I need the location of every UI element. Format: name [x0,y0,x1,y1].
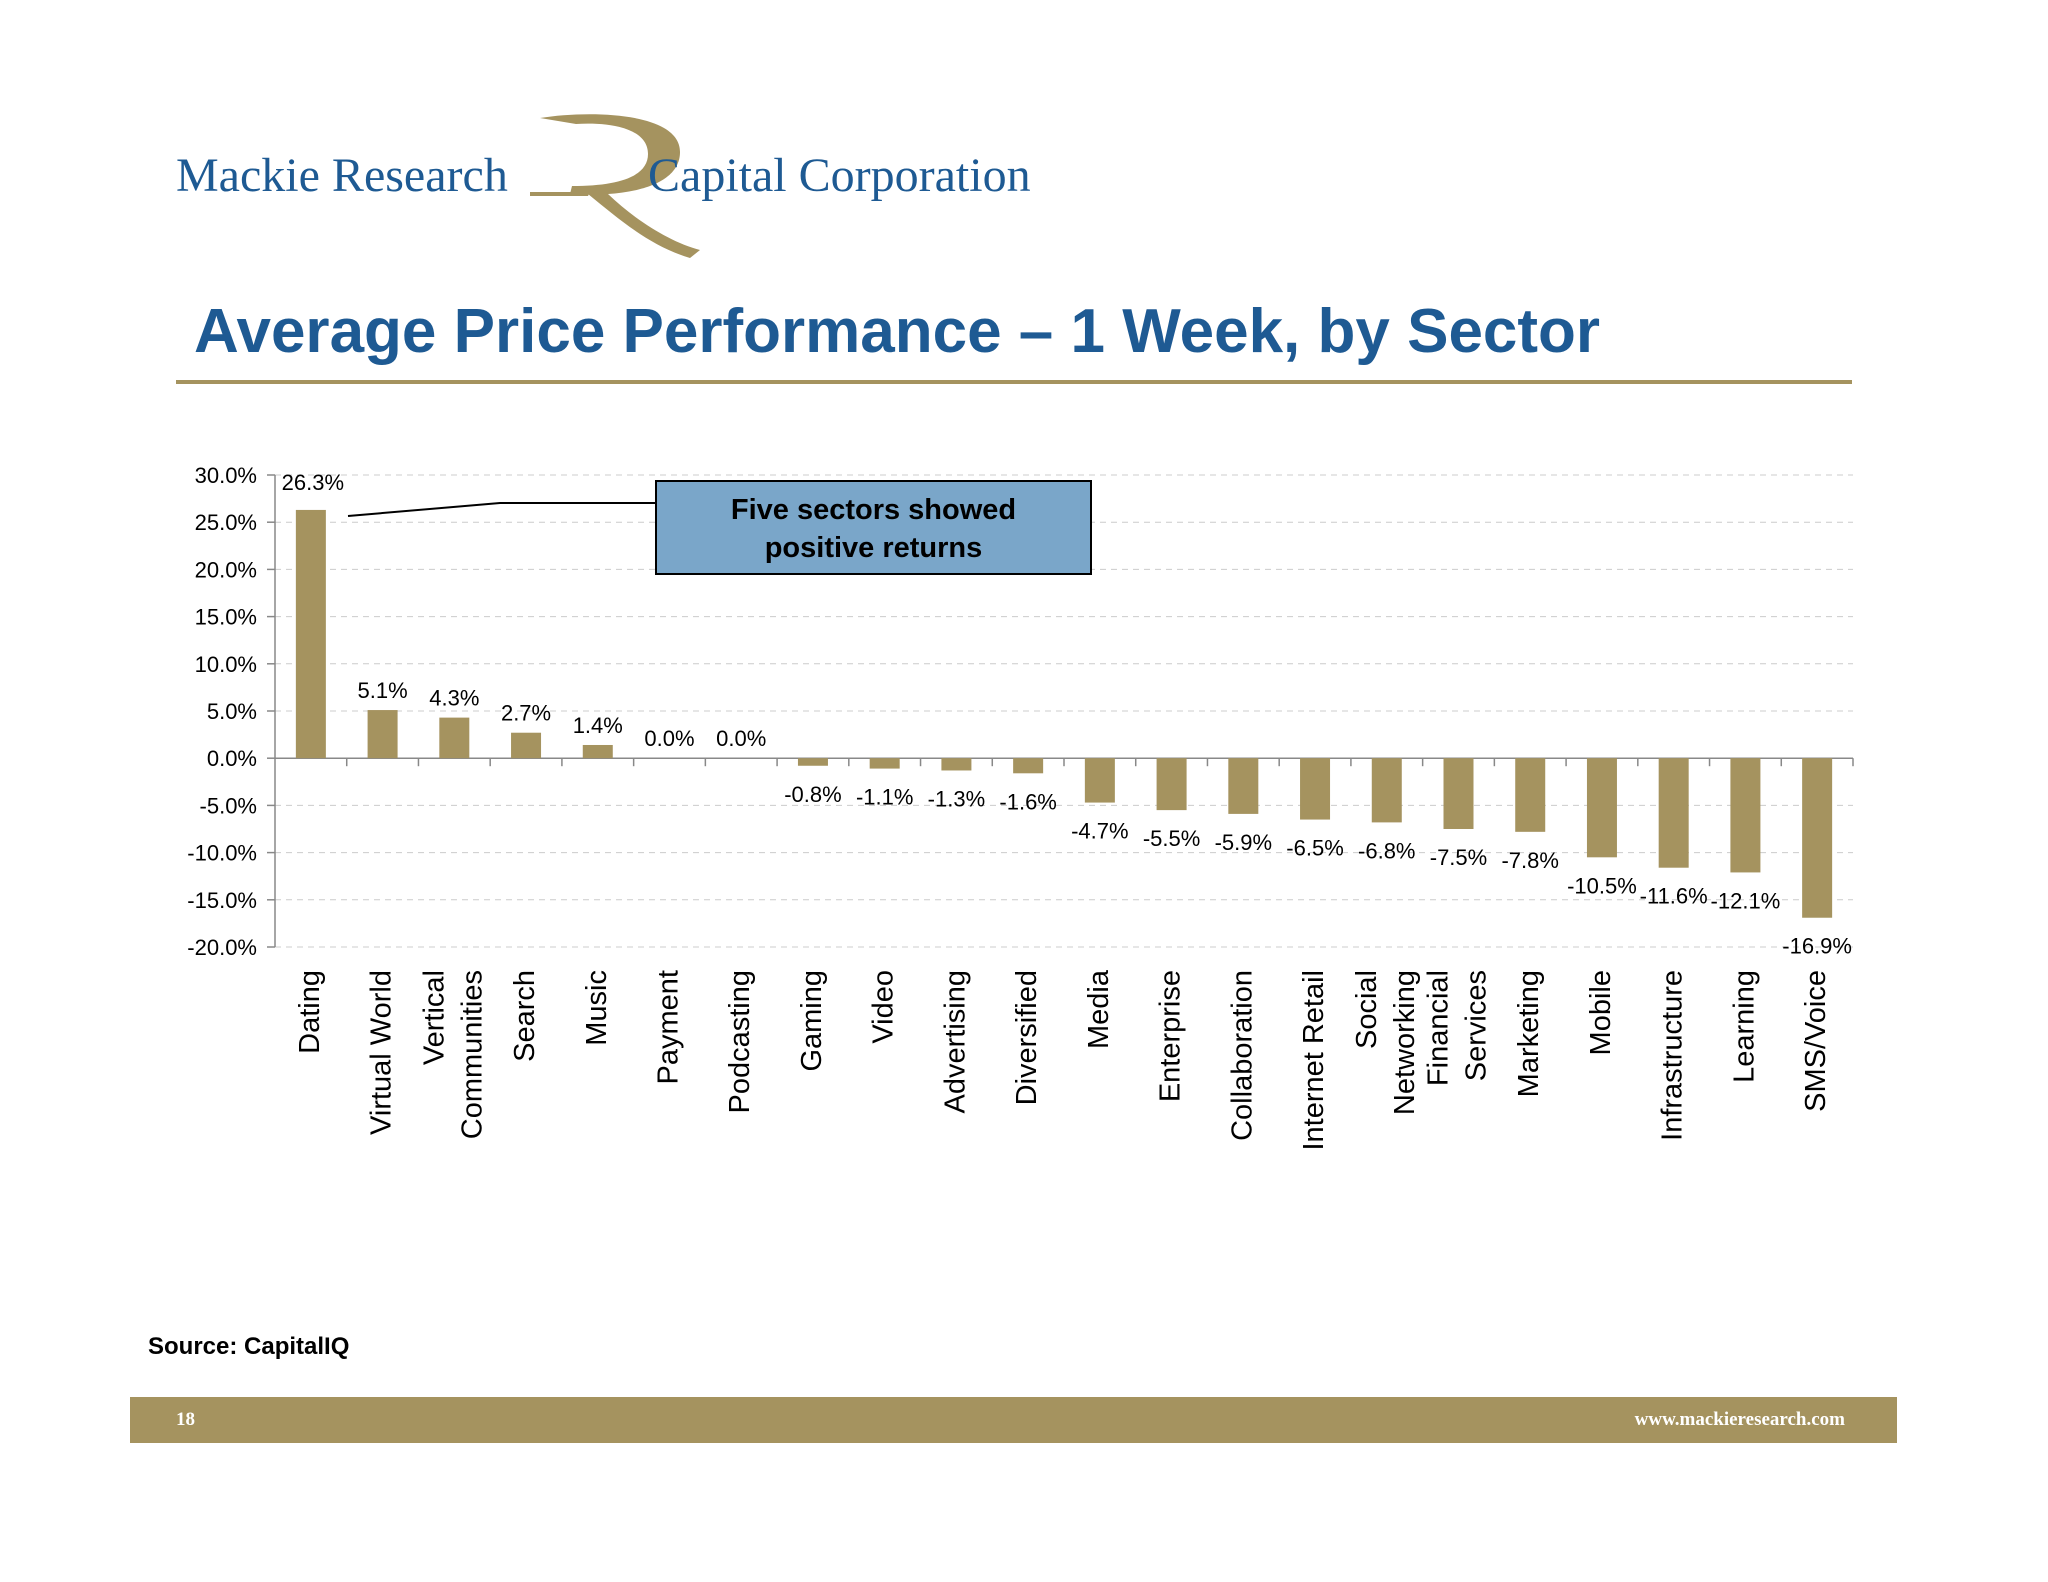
y-tick-label: 5.0% [207,699,257,724]
category-label: Services [1461,970,1493,1081]
data-label: -6.5% [1286,836,1343,861]
category-label: SMS/Voice [1800,970,1832,1112]
y-tick-label: -5.0% [200,793,257,818]
category-label: Advertising [939,970,971,1113]
bar [1084,758,1115,803]
logo-text-right: Capital Corporation [648,149,1031,202]
bar [797,758,828,766]
data-label: -7.5% [1430,845,1487,870]
y-tick-label: 30.0% [195,463,257,488]
bar [439,717,470,759]
bar [1730,758,1761,873]
data-label: -11.6% [1640,884,1708,909]
bar [511,732,542,759]
data-label: 5.1% [358,678,408,703]
category-label: Infrastructure [1657,970,1689,1141]
data-label: -1.3% [928,786,985,811]
bar [1300,758,1331,820]
category-label: Internet Retail [1298,970,1330,1151]
page-title: Average Price Performance – 1 Week, by S… [194,297,1601,366]
logo-r-mark-icon [530,114,700,258]
category-label: Mobile [1585,970,1617,1055]
bar [1802,758,1833,918]
category-label: Marketing [1513,970,1545,1097]
bar [1156,758,1187,811]
page-number: 18 [176,1409,195,1430]
y-tick-label: -10.0% [187,841,257,866]
data-label: -6.8% [1358,838,1415,863]
category-label: Virtual World [366,970,398,1135]
callout-text-line2: positive returns [765,532,983,564]
y-tick-label: 0.0% [207,746,257,771]
bar [1515,758,1546,832]
title-divider [176,380,1852,384]
category-label: Video [868,970,900,1044]
category-label: Search [509,970,541,1062]
bar [367,710,398,759]
category-label: Dating [294,970,326,1054]
bar [1443,758,1474,829]
category-label: Enterprise [1155,970,1187,1102]
y-tick-label: 20.0% [195,557,257,582]
bar [582,744,613,759]
y-tick-label: -20.0% [187,935,257,960]
y-tick-label: 10.0% [195,652,257,677]
data-label: -1.1% [856,785,913,810]
data-label: -0.8% [784,782,841,807]
data-label: 4.3% [429,686,479,711]
data-label: 0.0% [644,726,694,751]
category-label: Podcasting [724,970,756,1114]
category-label: Social [1351,970,1383,1049]
y-tick-label: 15.0% [195,605,257,630]
category-label: Media [1083,969,1115,1049]
company-logo: Mackie Research Capital Corporation [170,110,1070,260]
data-label: 2.7% [501,701,551,726]
y-tick-label: 25.0% [195,510,257,535]
source-note: Source: CapitalIQ [148,1333,350,1360]
category-label: Vertical [418,970,450,1065]
category-label: Diversified [1011,970,1043,1105]
data-label: -5.5% [1143,826,1200,851]
bar [1228,758,1259,814]
category-label: Financial [1423,970,1455,1086]
bar [1586,758,1617,858]
logo-text-left: Mackie Research [176,149,508,202]
y-tick-label: -15.0% [187,888,257,913]
category-label: Payment [653,970,685,1084]
category-label: Learning [1728,970,1760,1083]
bar [1658,758,1689,868]
data-label: -12.1% [1711,888,1781,913]
category-label: Communities [456,970,488,1139]
data-label: -1.6% [999,789,1056,814]
bar [295,509,326,759]
callout-text-line1: Five sectors showed [731,494,1016,526]
data-label: 26.3% [282,470,344,495]
website-link[interactable]: www.mackieresearch.com [1634,1409,1845,1430]
callout-box [655,480,1092,575]
category-label: Gaming [796,970,828,1072]
data-label: -16.9% [1782,934,1852,959]
category-label: Music [581,970,613,1046]
data-label: -5.9% [1215,830,1272,855]
category-label: Networking [1389,970,1421,1115]
category-label: Collaboration [1226,970,1258,1141]
data-label: -10.5% [1567,873,1637,898]
data-label: 0.0% [716,726,766,751]
data-label: 1.4% [573,713,623,738]
bar [869,758,900,769]
bar [1013,758,1044,774]
bar-chart: 30.0% 25.0% 20.0% 15.0% 10.0% 5.0% 0.0% -5.0% -1… [187,463,1854,1151]
bar [941,758,972,771]
data-label: -7.8% [1501,848,1558,873]
callout-connector-line [347,502,655,517]
footer-bar: 18 www.mackieresearch.com [130,1397,1897,1443]
data-label: -4.7% [1071,819,1128,844]
bar [1371,758,1402,823]
